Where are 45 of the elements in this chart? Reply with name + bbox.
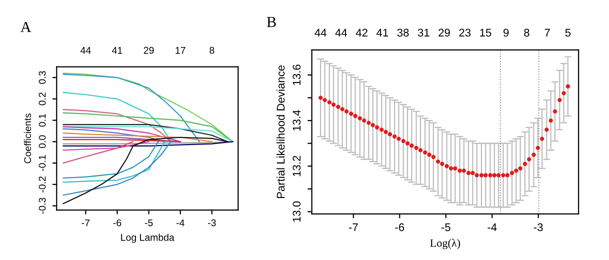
- x-axis-title: Log Lambda: [121, 234, 174, 243]
- text: 7: [544, 28, 550, 37]
- text: 5: [565, 28, 571, 37]
- text: 44: [335, 28, 348, 37]
- text: 42: [356, 28, 368, 37]
- x-tick-label: -6: [113, 219, 122, 226]
- x-tick-label: -3: [208, 219, 216, 226]
- text: 29: [144, 46, 154, 54]
- x-tick-label: -6: [395, 223, 404, 232]
- y-tick-label: 0.2: [38, 92, 46, 106]
- text: 15: [480, 28, 492, 37]
- text: 41: [376, 28, 388, 37]
- y-tick-label: 0.0: [38, 135, 46, 148]
- x-tick-label: -5: [441, 223, 450, 232]
- x-tick-label: -3: [534, 223, 543, 232]
- x-tick-label: -4: [488, 223, 497, 232]
- x-axis-title: Log(λ): [430, 238, 460, 250]
- text: 41: [112, 47, 122, 54]
- x-tick-label: -7: [82, 219, 90, 226]
- text: 31: [418, 28, 430, 37]
- text: 44: [314, 28, 326, 37]
- text: 44: [80, 47, 91, 54]
- text: 38: [397, 28, 409, 37]
- y-tick-label: 0.3: [38, 71, 46, 84]
- y-tick-label: 13.0: [292, 201, 301, 222]
- y-tick-label: -0.2: [38, 176, 46, 192]
- y-tick-label: -0.1: [38, 155, 46, 171]
- chart-title: B: [266, 16, 276, 28]
- y-tick-label: 0.1: [38, 114, 46, 127]
- y-tick-label: 13.4: [292, 110, 301, 131]
- y-tick-label: 13.6: [292, 64, 301, 85]
- y-axis-title: Coefficients: [24, 113, 32, 164]
- y-tick-label: -0.3: [38, 198, 46, 214]
- x-tick-label: -4: [176, 219, 184, 226]
- text: 29: [438, 28, 450, 37]
- text: 17: [176, 47, 186, 54]
- text: 8: [210, 46, 214, 54]
- text: 23: [459, 28, 471, 37]
- text: 9: [504, 28, 509, 37]
- chart-title: A: [20, 22, 32, 32]
- y-tick-label: 13.2: [292, 156, 301, 176]
- x-tick-label: -7: [348, 223, 358, 232]
- x-tick-label: -5: [144, 219, 153, 226]
- text: 8: [524, 28, 530, 37]
- y-axis-title: Partial Likelihood Deviance: [276, 65, 285, 198]
